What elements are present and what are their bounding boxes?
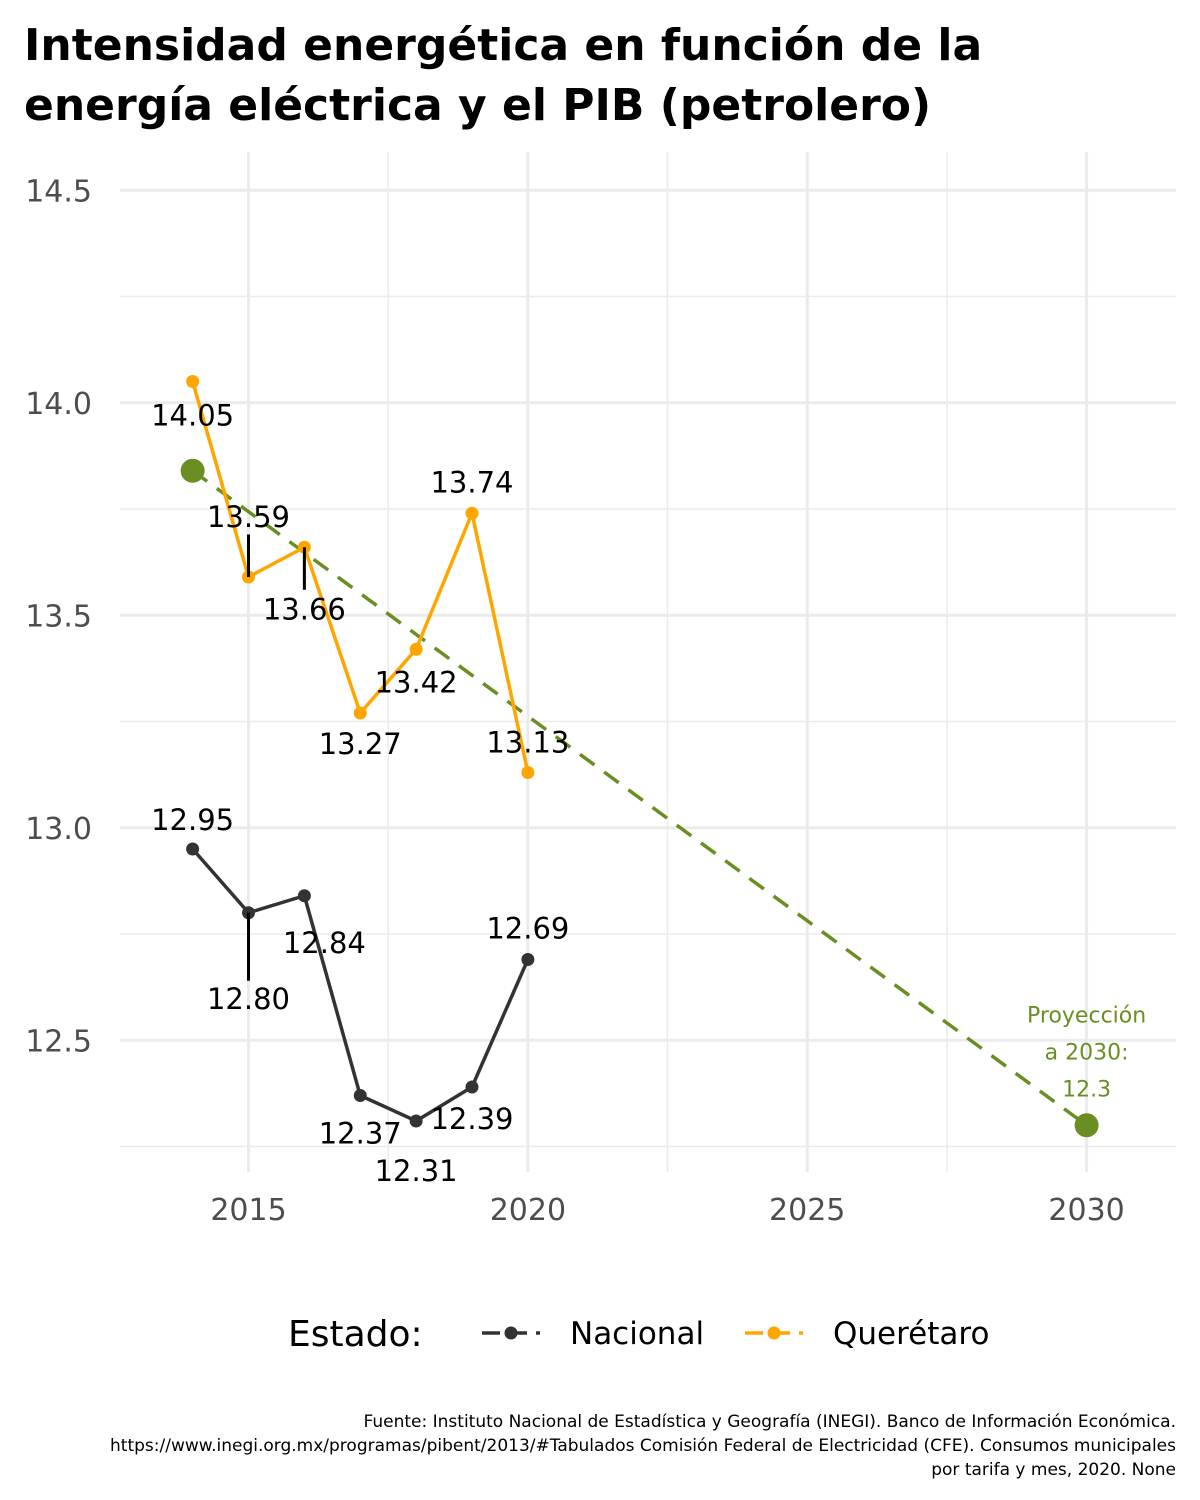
x-tick-label: 2020 xyxy=(490,1193,566,1228)
projection-end-point xyxy=(1074,1113,1099,1138)
axis-ticks: 12.5 13.0 13.5 14.0 14.5 2015 2020 2025 2030 xyxy=(25,174,1125,1228)
data-label-nacional: 12.39 xyxy=(430,1102,513,1136)
data-label-nacional: 12.31 xyxy=(375,1154,458,1188)
legend-label-nacional: Nacional xyxy=(570,1316,704,1352)
data-label-querétaro: 14.05 xyxy=(151,399,234,433)
data-label-nacional: 12.84 xyxy=(283,926,366,960)
data-label-nacional: 12.69 xyxy=(486,912,569,946)
projection-start-point xyxy=(180,458,205,483)
data-label-nacional: 12.37 xyxy=(319,1117,402,1151)
caption: Fuente: Instituto Nacional de Estadístic… xyxy=(110,1412,1176,1480)
chart-title-line-1: Intensidad energética en función de la xyxy=(24,20,982,71)
caption-line-1: Fuente: Instituto Nacional de Estadístic… xyxy=(364,1412,1176,1432)
y-tick-label: 12.5 xyxy=(25,1024,92,1059)
caption-line-2: https://www.inegi.org.mx/programas/piben… xyxy=(110,1436,1176,1456)
grid xyxy=(120,152,1176,1172)
projection-label-line-2: a 2030: xyxy=(1045,1040,1129,1065)
data-label-querétaro: 13.74 xyxy=(430,465,513,499)
data-point-nacional xyxy=(465,1080,479,1094)
x-tick-label: 2015 xyxy=(210,1193,286,1228)
legend: Estado: Nacional Querétaro xyxy=(288,1314,989,1355)
data-label-querétaro: 13.42 xyxy=(375,665,458,699)
caption-line-3: por tarifa y mes, 2020. None xyxy=(931,1460,1176,1480)
data-point-nacional xyxy=(521,953,535,966)
data-label-nacional: 12.95 xyxy=(151,803,234,837)
chart-title-line-2: energía eléctrica y el PIB (petrolero) xyxy=(24,80,931,131)
legend-key-point-querétaro xyxy=(767,1326,781,1340)
data-point-querétaro xyxy=(521,766,535,779)
data-label-querétaro: 13.13 xyxy=(486,726,569,760)
data-label-querétaro: 13.59 xyxy=(207,500,290,534)
y-tick-label: 13.0 xyxy=(25,812,92,847)
data-point-nacional xyxy=(409,1114,423,1128)
y-tick-label: 14.0 xyxy=(25,387,92,422)
data-label-nacional: 12.80 xyxy=(207,982,290,1016)
legend-title: Estado: xyxy=(288,1314,423,1355)
projection-label-line-3: 12.3 xyxy=(1062,1077,1111,1102)
data-label-querétaro: 13.66 xyxy=(263,592,346,626)
x-tick-label: 2025 xyxy=(769,1193,845,1228)
projection-line xyxy=(191,469,1088,1127)
x-tick-label: 2030 xyxy=(1048,1193,1124,1228)
y-tick-label: 14.5 xyxy=(25,174,92,209)
data-point-querétaro xyxy=(353,706,367,720)
data-point-nacional xyxy=(186,842,200,856)
y-tick-label: 13.5 xyxy=(25,599,92,634)
data-label-querétaro: 13.27 xyxy=(319,727,402,761)
legend-key-point-nacional xyxy=(504,1326,518,1340)
data-point-querétaro xyxy=(409,642,423,656)
data-point-nacional xyxy=(353,1089,367,1102)
data-point-querétaro xyxy=(465,506,479,520)
projection: Proyección a 2030: 12.3 xyxy=(180,458,1146,1138)
legend-label-querétaro: Querétaro xyxy=(833,1316,989,1352)
projection-label-line-1: Proyección xyxy=(1027,1003,1146,1028)
data-point-nacional xyxy=(297,889,311,903)
data-point-querétaro xyxy=(186,375,200,388)
